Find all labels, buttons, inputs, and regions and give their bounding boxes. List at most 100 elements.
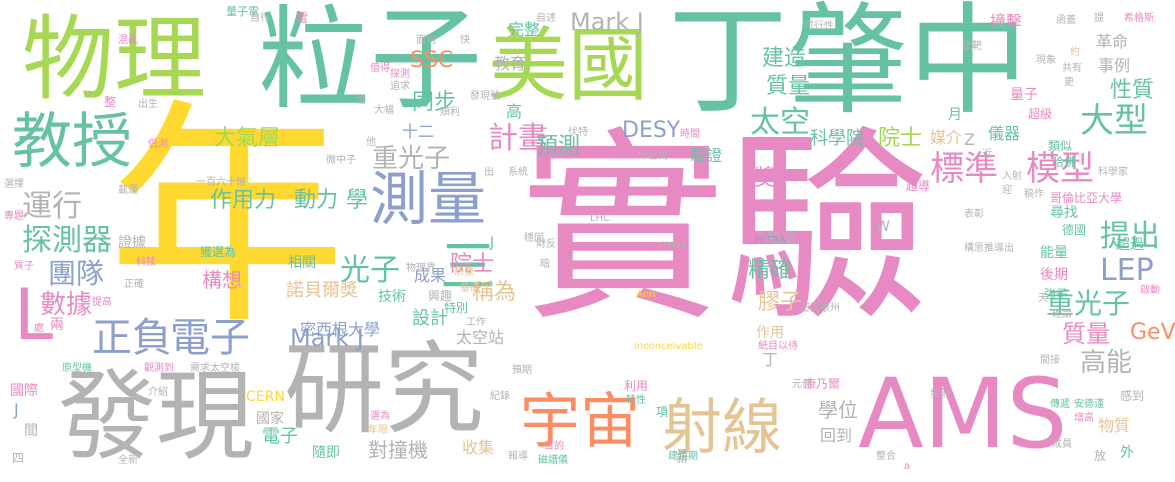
word-huoxuanwei: 獲選為 <box>200 245 237 259</box>
word-biaozhang: 表彰 <box>964 209 984 220</box>
word-chuandi: 傳遞 <box>1050 399 1070 410</box>
word-zhuiqiu: 追求 <box>390 81 410 92</box>
word-ann: Ann <box>636 289 656 300</box>
word-gandao: 感到 <box>1120 389 1145 403</box>
word-mianxiang: 面向 <box>416 35 436 46</box>
word-jianzao: 建造 <box>762 46 807 71</box>
word-xiangxiang: 想像 <box>454 267 474 278</box>
word-hunluan: 混亂 <box>118 35 138 46</box>
word-xin: 新 <box>676 451 689 465</box>
word-sheji: 設計 <box>412 308 448 329</box>
word-mingmingwei: 命名為 <box>638 151 668 162</box>
word-fashe: 發射 <box>930 389 950 400</box>
word-xin-small: 信 <box>356 95 366 106</box>
word-daxing: 大型 <box>1080 101 1148 141</box>
word-yanzheng: 驗證 <box>690 146 723 165</box>
word-wuli: 物理 <box>22 6 207 113</box>
word-wengu: 穩固 <box>524 233 544 244</box>
word-zenggao: 增高 <box>1074 413 1094 424</box>
word-zhiliang-2: 質量 <box>1062 320 1110 348</box>
word-ta: 他 <box>366 137 376 148</box>
word-hangai: 函蓋 <box>1056 15 1076 26</box>
word-liyong: 利用 <box>624 379 649 393</box>
word-z: Z <box>964 130 975 149</box>
word-lizi: 粒子 <box>258 0 482 125</box>
word-tancheqi: 探測器 <box>22 223 112 258</box>
word-shiyan: 實驗 <box>520 111 930 349</box>
word-xingzhi: 性質 <box>1110 78 1155 103</box>
word-tigao: 提高 <box>92 297 112 308</box>
word-shunli: 順利 <box>440 107 460 118</box>
word-gongyou: 共有 <box>1062 63 1082 74</box>
word-yuce: 預測 <box>536 134 581 159</box>
word-zuoyong: 作用 <box>756 325 784 341</box>
word-jieshou: 接受 <box>768 231 796 247</box>
word-lep: LEP <box>1100 253 1154 288</box>
word-xiangguan: 相關 <box>288 255 316 271</box>
word-yuanshi-1: 院士 <box>878 126 923 151</box>
word-xuanze: 選擇 <box>4 179 24 190</box>
word-zixing: 自行 <box>250 13 270 24</box>
word-boba: 鈸靶 <box>962 41 982 52</box>
word-columbia: 哥倫比亞大學 <box>1050 191 1123 205</box>
word-w: W <box>876 219 890 235</box>
word-jin: 近 <box>982 149 992 160</box>
word-jian: 間 <box>24 423 38 439</box>
word-shijian: 時間 <box>680 129 700 140</box>
word-lilun: 理論 <box>1052 309 1072 320</box>
word-guojia: 國家 <box>256 411 284 427</box>
word-hafo: 哈佛 <box>1052 155 1077 169</box>
word-ceche: 倡測 <box>148 139 168 150</box>
word-guangzi: 光子 <box>340 253 400 288</box>
word-kuai: 快 <box>460 35 470 46</box>
word-xunzhao: 尋找 <box>1050 205 1078 221</box>
word-kexingxing: 可行性 <box>804 21 834 32</box>
word-ams: AMS <box>858 358 1068 470</box>
word-l: L <box>14 274 53 356</box>
word-zhenghe: 整合 <box>876 451 896 462</box>
word-dingzhaozhong: 丁肇中 <box>668 0 1028 131</box>
word-zaiyun: 載運 <box>118 185 138 196</box>
word-faxian: 發現 <box>58 360 255 474</box>
word-zhongguangzi-1: 重光子 <box>372 144 451 174</box>
word-tongbu: 同步 <box>412 90 457 115</box>
word-chaoguo: 超過 <box>1116 237 1144 253</box>
word-fute: 伏特 <box>568 127 588 138</box>
word-ssc: SSC <box>410 48 454 73</box>
word-tichu: 提出 <box>1100 219 1160 254</box>
word-shuju: 數據 <box>40 290 93 320</box>
word-michigan-state: 密西根州 <box>800 303 840 314</box>
word-markj-2: Mark J <box>290 324 364 352</box>
word-shili: 事例 <box>1098 56 1131 75</box>
word-jieshao: 介紹 <box>148 387 168 398</box>
word-chaoji: 超級 <box>1028 107 1053 121</box>
word-desy: DESY <box>622 118 681 143</box>
word-xitong: 系統 <box>508 167 528 178</box>
word-gousituidaochu: 構思推導出 <box>964 243 1014 254</box>
word-dian: 電 <box>296 11 309 25</box>
word-duizhuangji: 對撞機 <box>368 438 428 462</box>
word-yuanjian: 元件 <box>792 379 812 390</box>
word-zheng: 整 <box>104 95 117 109</box>
word-guancedao: 觀測到 <box>144 363 174 374</box>
word-kexuejia: 科學家 <box>1098 167 1128 178</box>
word-xuewei: 學位 <box>818 398 858 422</box>
word-san: 三 <box>440 235 496 300</box>
word-jilu: 紀錄 <box>490 391 510 402</box>
word-zhongguangzi-2: 重光子 <box>1046 287 1131 320</box>
word-yibailiushiyi: 一百六十億 <box>196 177 246 188</box>
word-tuandui: 團隊 <box>48 257 105 290</box>
word-dianzi: 電子 <box>170 315 250 361</box>
word-chaodao: 超導 <box>906 179 931 193</box>
word-dianzi-2: 電子 <box>262 426 298 447</box>
word-taikongsuo: 太空梭 <box>210 363 240 374</box>
word-jiang: 獎 <box>754 166 777 191</box>
word-michigan-univ: 密西根大學 <box>300 320 381 339</box>
word-gao: 高 <box>506 102 523 121</box>
word-qiangzi: 強子 <box>1044 287 1069 301</box>
word-yuanshi-2: 院士 <box>450 252 495 277</box>
word-a: a <box>904 461 911 472</box>
word-meijie: 媒介 <box>930 128 963 147</box>
word-xuqiu: 需求 <box>190 363 210 374</box>
